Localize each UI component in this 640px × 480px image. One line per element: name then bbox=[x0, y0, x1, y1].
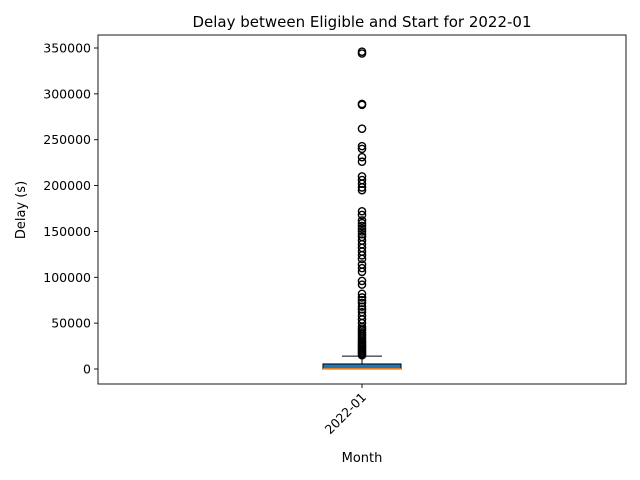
outlier-point bbox=[357, 157, 367, 167]
outlier-point bbox=[357, 124, 367, 134]
outlier-point bbox=[357, 307, 367, 317]
outlier-point bbox=[357, 152, 367, 162]
outlier-point bbox=[357, 280, 367, 289]
outlier-point bbox=[357, 175, 367, 185]
outlier-point bbox=[357, 99, 367, 109]
outlier-point bbox=[357, 172, 367, 181]
outlier-point bbox=[357, 218, 367, 228]
outlier-point bbox=[357, 47, 367, 56]
y-tick-label: 250000 bbox=[43, 132, 91, 147]
outlier-point bbox=[357, 229, 367, 239]
outlier-point bbox=[357, 289, 367, 299]
y-tick-label: 300000 bbox=[43, 86, 91, 101]
outlier-point bbox=[357, 227, 367, 236]
y-axis-label: Delay (s) bbox=[14, 181, 29, 239]
y-tick-label: 350000 bbox=[43, 41, 91, 56]
outlier-point bbox=[357, 210, 367, 220]
outlier-point bbox=[357, 305, 367, 314]
plot-frame bbox=[97, 34, 627, 385]
outlier-point bbox=[357, 298, 367, 308]
y-tick-label: 50000 bbox=[51, 316, 91, 331]
y-tick-label: 0 bbox=[83, 362, 91, 377]
outlier-point bbox=[357, 295, 367, 305]
outlier-point bbox=[357, 311, 367, 321]
y-tick-label: 150000 bbox=[43, 224, 91, 239]
outlier-point bbox=[357, 216, 367, 225]
outlier-point bbox=[357, 293, 367, 302]
chart-title: Delay between Eligible and Start for 202… bbox=[192, 13, 531, 31]
outlier-point bbox=[357, 236, 367, 245]
outlier-point bbox=[357, 141, 367, 151]
outlier-point bbox=[357, 224, 367, 233]
outlier-point bbox=[357, 185, 367, 195]
outlier-point bbox=[357, 260, 367, 269]
outlier-point bbox=[357, 144, 367, 154]
y-tick-label: 200000 bbox=[43, 178, 91, 193]
y-tick-label: 100000 bbox=[43, 270, 91, 285]
outlier-point bbox=[357, 276, 367, 286]
outlier-point bbox=[357, 232, 367, 242]
outlier-point bbox=[357, 302, 367, 311]
outlier-point bbox=[357, 263, 367, 273]
outlier-point bbox=[357, 221, 367, 231]
x-axis-label: Month bbox=[342, 451, 383, 466]
outlier-point bbox=[357, 206, 367, 216]
